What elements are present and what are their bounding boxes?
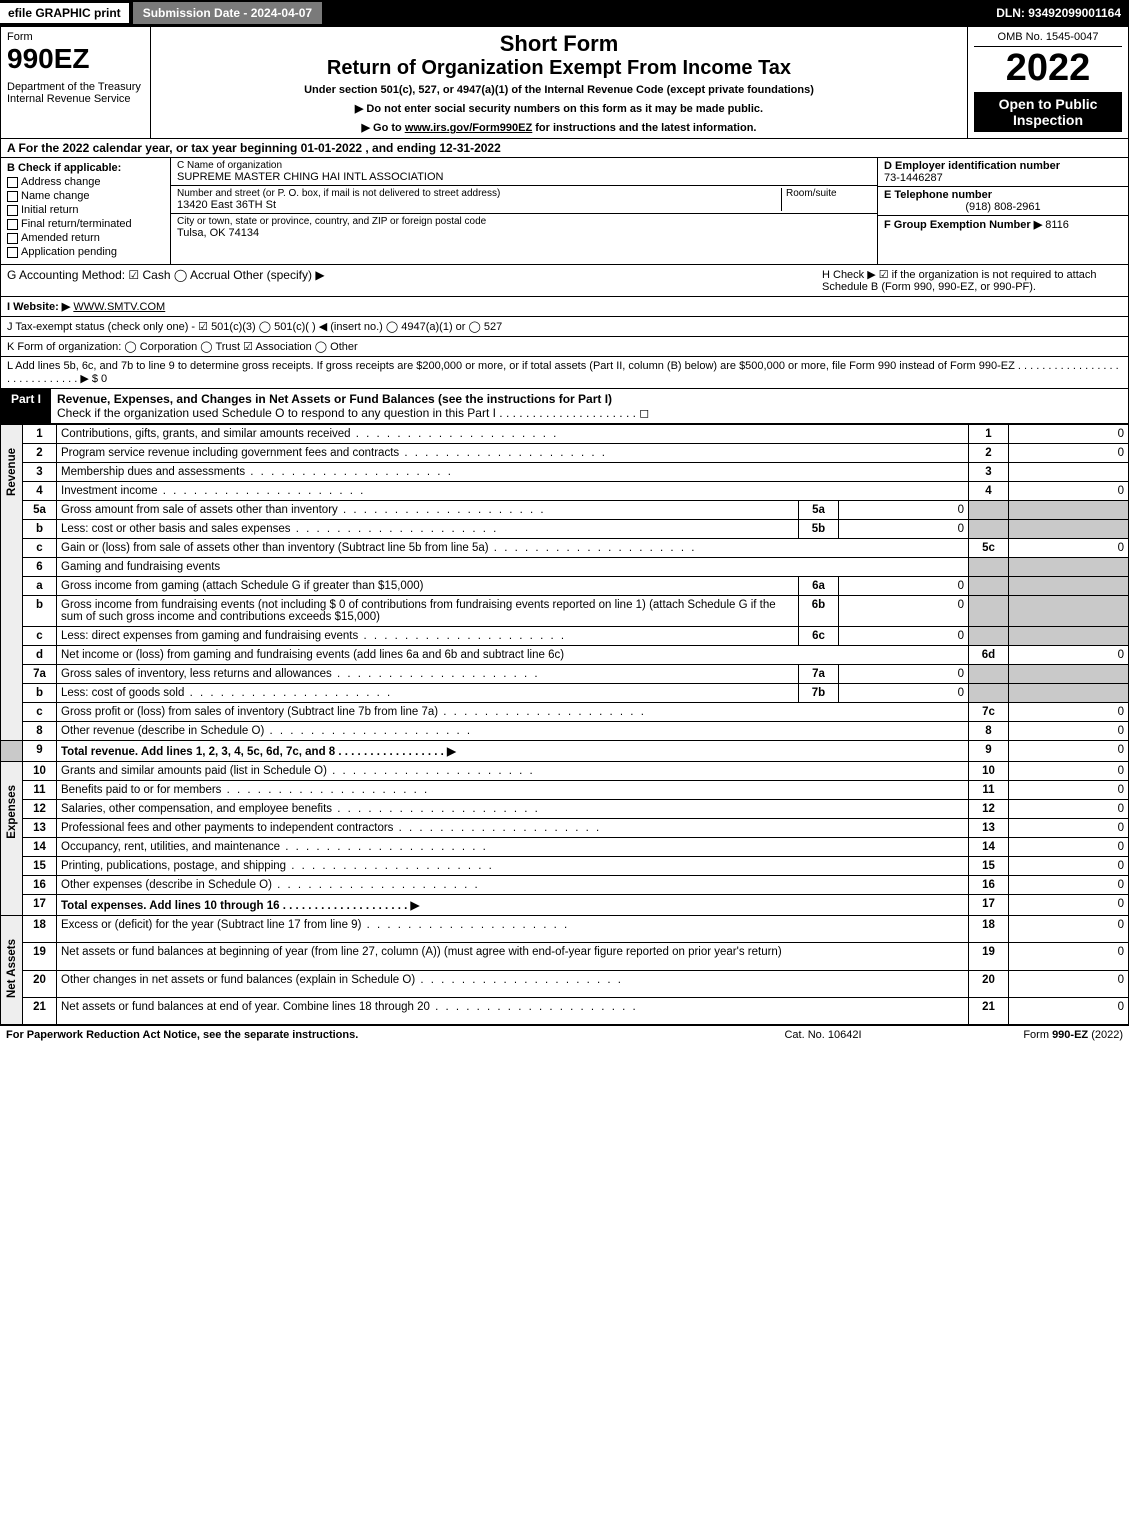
chk-amended[interactable]: Amended return: [7, 232, 164, 244]
chk-final-return[interactable]: Final return/terminated: [7, 218, 164, 230]
part-1-tag: Part I: [1, 389, 51, 423]
chk-initial-return[interactable]: Initial return: [7, 204, 164, 216]
part-1-sub: Check if the organization used Schedule …: [57, 406, 649, 420]
irs-link[interactable]: www.irs.gov/Form990EZ: [405, 122, 532, 134]
f-label: F Group Exemption Number ▶: [884, 219, 1042, 231]
footer-center: Cat. No. 10642I: [723, 1029, 923, 1041]
header-center: Short Form Return of Organization Exempt…: [151, 27, 968, 138]
line-1-val: 0: [1009, 425, 1129, 444]
form-word: Form: [7, 31, 144, 43]
header-left: Form 990EZ Department of the Treasury In…: [1, 27, 151, 138]
website-link[interactable]: WWW.SMTV.COM: [73, 301, 165, 313]
phone: (918) 808-2961: [884, 201, 1122, 213]
row-g: G Accounting Method: ☑ Cash ◯ Accrual Ot…: [0, 265, 1129, 297]
row-h: H Check ▶ ☑ if the organization is not r…: [822, 268, 1122, 293]
efile-label[interactable]: efile GRAPHIC print: [0, 3, 129, 23]
top-bar: efile GRAPHIC print Submission Date - 20…: [0, 0, 1129, 26]
column-b: B Check if applicable: Address change Na…: [1, 158, 171, 264]
row-j-tax-status: J Tax-exempt status (check only one) - ☑…: [0, 317, 1129, 337]
open-inspection: Open to Public Inspection: [974, 92, 1122, 132]
chk-name-change[interactable]: Name change: [7, 190, 164, 202]
ein: 73-1446287: [884, 172, 1122, 184]
org-name: SUPREME MASTER CHING HAI INTL ASSOCIATIO…: [177, 171, 871, 183]
part-1-title: Revenue, Expenses, and Changes in Net As…: [51, 389, 1128, 423]
tax-year: 2022: [974, 47, 1122, 90]
revenue-label: Revenue: [1, 425, 23, 741]
row-l-gross-receipts: L Add lines 5b, 6c, and 7b to line 9 to …: [0, 357, 1129, 389]
group-exemption: 8116: [1045, 219, 1069, 231]
bullet-1: ▶ Do not enter social security numbers o…: [157, 102, 961, 115]
line-1-text: Contributions, gifts, grants, and simila…: [57, 425, 969, 444]
form-header: Form 990EZ Department of the Treasury In…: [0, 26, 1129, 139]
org-address: 13420 East 36TH St: [177, 199, 781, 211]
expenses-label: Expenses: [1, 762, 23, 916]
room-label: Room/suite: [786, 188, 871, 199]
return-title: Return of Organization Exempt From Incom…: [157, 57, 961, 80]
header-right: OMB No. 1545-0047 2022 Open to Public In…: [968, 27, 1128, 138]
chk-address-change[interactable]: Address change: [7, 176, 164, 188]
short-form-title: Short Form: [157, 31, 961, 57]
dln-label: DLN: 93492099001164: [996, 6, 1129, 20]
page-footer: For Paperwork Reduction Act Notice, see …: [0, 1025, 1129, 1044]
under-section: Under section 501(c), 527, or 4947(a)(1)…: [157, 84, 961, 96]
part-1-header: Part I Revenue, Expenses, and Changes in…: [0, 389, 1129, 424]
submission-date: Submission Date - 2024-04-07: [133, 2, 322, 24]
ln-1: 1: [23, 425, 57, 444]
d-label: D Employer identification number: [884, 160, 1122, 172]
b-label: B Check if applicable:: [7, 162, 121, 174]
c-addr-label: Number and street (or P. O. box, if mail…: [177, 188, 781, 199]
net-assets-label: Net Assets: [1, 916, 23, 1025]
column-c: C Name of organization SUPREME MASTER CH…: [171, 158, 878, 264]
footer-right: Form 990-EZ (2022): [923, 1029, 1123, 1041]
e-label: E Telephone number: [884, 189, 1122, 201]
c-name-label: C Name of organization: [177, 160, 871, 171]
c-city-label: City or town, state or province, country…: [177, 216, 871, 227]
row-k-org-form: K Form of organization: ◯ Corporation ◯ …: [0, 337, 1129, 357]
form-number: 990EZ: [7, 43, 144, 75]
row-i-website: I Website: ▶ WWW.SMTV.COM: [0, 297, 1129, 317]
part-1-table: Revenue 1 Contributions, gifts, grants, …: [0, 424, 1129, 1025]
dept-label: Department of the Treasury Internal Reve…: [7, 81, 144, 105]
accounting-method: G Accounting Method: ☑ Cash ◯ Accrual Ot…: [7, 268, 822, 293]
column-def: D Employer identification number 73-1446…: [878, 158, 1128, 264]
chk-app-pending[interactable]: Application pending: [7, 246, 164, 258]
omb-number: OMB No. 1545-0047: [974, 31, 1122, 47]
bullet-2: ▶ Go to www.irs.gov/Form990EZ for instru…: [157, 121, 961, 134]
footer-left: For Paperwork Reduction Act Notice, see …: [6, 1029, 723, 1041]
block-identity: B Check if applicable: Address change Na…: [0, 158, 1129, 265]
row-a-tax-year: A For the 2022 calendar year, or tax yea…: [0, 139, 1129, 158]
org-city: Tulsa, OK 74134: [177, 227, 871, 239]
